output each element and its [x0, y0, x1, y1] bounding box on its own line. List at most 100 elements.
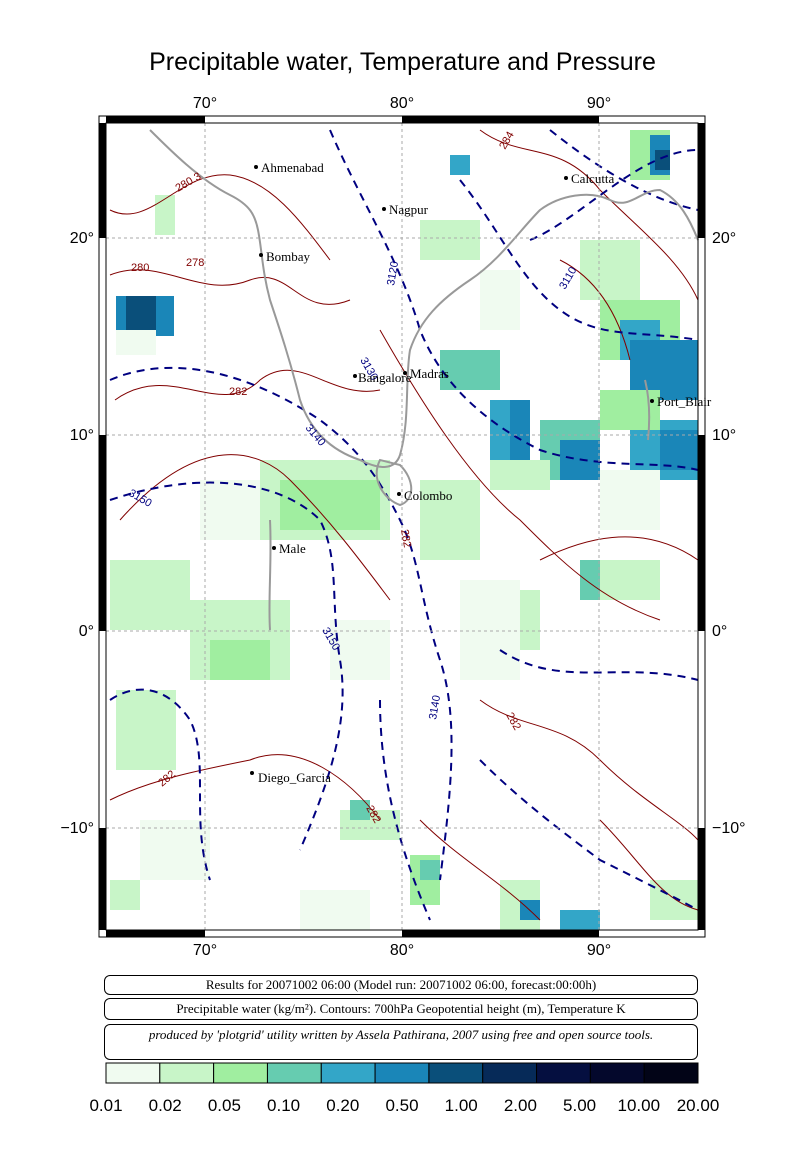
x-tick-bottom-90: 90° — [587, 942, 611, 959]
precip-cell — [116, 690, 176, 770]
map-title: Precipitable water, Temperature and Pres… — [149, 48, 656, 76]
variables-text: Precipitable water (kg/m²). Contours: 70… — [176, 1001, 626, 1016]
colorbar-label: 0.20 — [326, 1096, 360, 1115]
city-label: Madras — [410, 366, 449, 381]
precip-cell — [560, 910, 600, 930]
colorbar-label: 1.00 — [444, 1096, 478, 1115]
city-label: Bombay — [266, 249, 311, 264]
y-tick-left-20: 20° — [70, 230, 94, 247]
city-dot — [650, 399, 654, 403]
y-tick-right-10: 10° — [712, 427, 736, 444]
graticule — [106, 123, 698, 930]
colorbar-swatch — [374, 1062, 430, 1084]
city-dot — [353, 374, 357, 378]
height-label: 3120 — [385, 260, 401, 286]
precip-cell — [140, 820, 210, 880]
x-tick-top-90: 90° — [587, 95, 611, 112]
precip-cell — [350, 800, 370, 820]
city-label: Ahmenabad — [261, 160, 324, 175]
temperature-label: 280.3 — [174, 170, 204, 194]
x-tick-top-70: 70° — [193, 95, 217, 112]
credits-info: produced by 'plotgrid' utility written b… — [104, 1024, 698, 1060]
y-tick-left-0: 0° — [79, 623, 94, 640]
city-dot — [382, 207, 386, 211]
y-tick-right-minus10: −10° — [712, 820, 746, 837]
city-dot — [403, 371, 407, 375]
axis-labels: 70° 80° 90° 70° 80° 90° 20° 10° 0° −10° … — [60, 95, 745, 959]
city-dot — [259, 253, 263, 257]
precip-cell — [420, 480, 480, 560]
colorbar-swatch — [320, 1062, 376, 1084]
colorbar-label: 0.10 — [267, 1096, 301, 1115]
colorbar-label: 0.05 — [207, 1096, 241, 1115]
city-label: Calcutta — [571, 171, 615, 186]
x-tick-bottom-80: 80° — [390, 942, 414, 959]
city-dot — [564, 176, 568, 180]
precip-cell — [110, 560, 190, 630]
precip-cell — [420, 220, 480, 260]
city-label: Colombo — [404, 488, 452, 503]
height-contours — [109, 129, 699, 921]
height-label: 3140 — [427, 694, 443, 720]
colorbar-label: 20.00 — [676, 1096, 720, 1115]
colorbar-swatch — [536, 1062, 591, 1084]
city-label: Diego_Garcia — [258, 770, 331, 785]
city-label: Nagpur — [389, 202, 429, 217]
city-markers: Ahmenabad Nagpur Calcutta Bombay Madras … — [250, 160, 712, 785]
precip-cell — [650, 880, 698, 920]
temperature-label: 282 — [229, 386, 247, 398]
variables-info: Precipitable water (kg/m²). Contours: 70… — [104, 998, 698, 1020]
precip-cell — [126, 296, 156, 336]
colorbar-label: 5.00 — [563, 1096, 597, 1115]
temperature-label: 282 — [503, 711, 523, 733]
colorbar — [105, 1062, 699, 1084]
precip-cell — [420, 860, 440, 880]
frame-checker-marks — [99, 116, 705, 937]
y-tick-left-minus10: −10° — [60, 820, 94, 837]
x-tick-top-80: 80° — [390, 95, 414, 112]
precip-cell — [510, 400, 530, 460]
colorbar-swatch — [428, 1062, 484, 1084]
precip-cell — [300, 890, 370, 930]
colorbar-label: 0.02 — [148, 1096, 182, 1115]
precip-cell — [210, 640, 270, 680]
temperature-label: 278 — [186, 257, 204, 269]
colorbar-swatch — [643, 1062, 699, 1084]
temperature-label: 282 — [156, 768, 178, 789]
x-tick-bottom-70: 70° — [193, 942, 217, 959]
city-label: Male — [279, 541, 306, 556]
colorbar-label: 0.01 — [89, 1096, 123, 1115]
precip-cell — [450, 155, 470, 175]
precip-cell — [110, 880, 140, 910]
temperature-label: 280 — [131, 262, 149, 274]
temperature-contours — [109, 129, 699, 921]
colorbar-swatch — [213, 1062, 268, 1084]
y-tick-right-20: 20° — [712, 230, 736, 247]
height-label: 3110 — [557, 265, 579, 291]
precip-cell — [655, 150, 670, 170]
colorbar-label: 10.00 — [617, 1096, 661, 1115]
temperature-label: 282 — [398, 528, 413, 548]
precip-cell — [116, 330, 156, 355]
city-label: Bangalore — [358, 370, 412, 385]
precip-cell — [200, 480, 260, 540]
colorbar-swatch — [159, 1062, 215, 1084]
precip-cell — [580, 240, 640, 300]
city-dot — [250, 771, 254, 775]
temperature-label: 284 — [497, 130, 517, 152]
precip-cell — [660, 430, 698, 470]
colorbar-swatch — [589, 1062, 645, 1084]
colorbar-swatch — [482, 1062, 538, 1084]
precip-cell — [440, 350, 500, 390]
colorbar-label: 2.00 — [503, 1096, 537, 1115]
precip-cell — [280, 480, 380, 530]
city-dot — [397, 492, 401, 496]
precip-cell — [155, 195, 175, 235]
precip-cell — [490, 460, 550, 490]
colorbar-label: 0.50 — [385, 1096, 419, 1115]
y-tick-left-10: 10° — [70, 427, 94, 444]
precip-cell — [600, 470, 660, 530]
results-info: Results for 20071002 06:00 (Model run: 2… — [104, 975, 698, 995]
precip-cell — [600, 390, 660, 430]
